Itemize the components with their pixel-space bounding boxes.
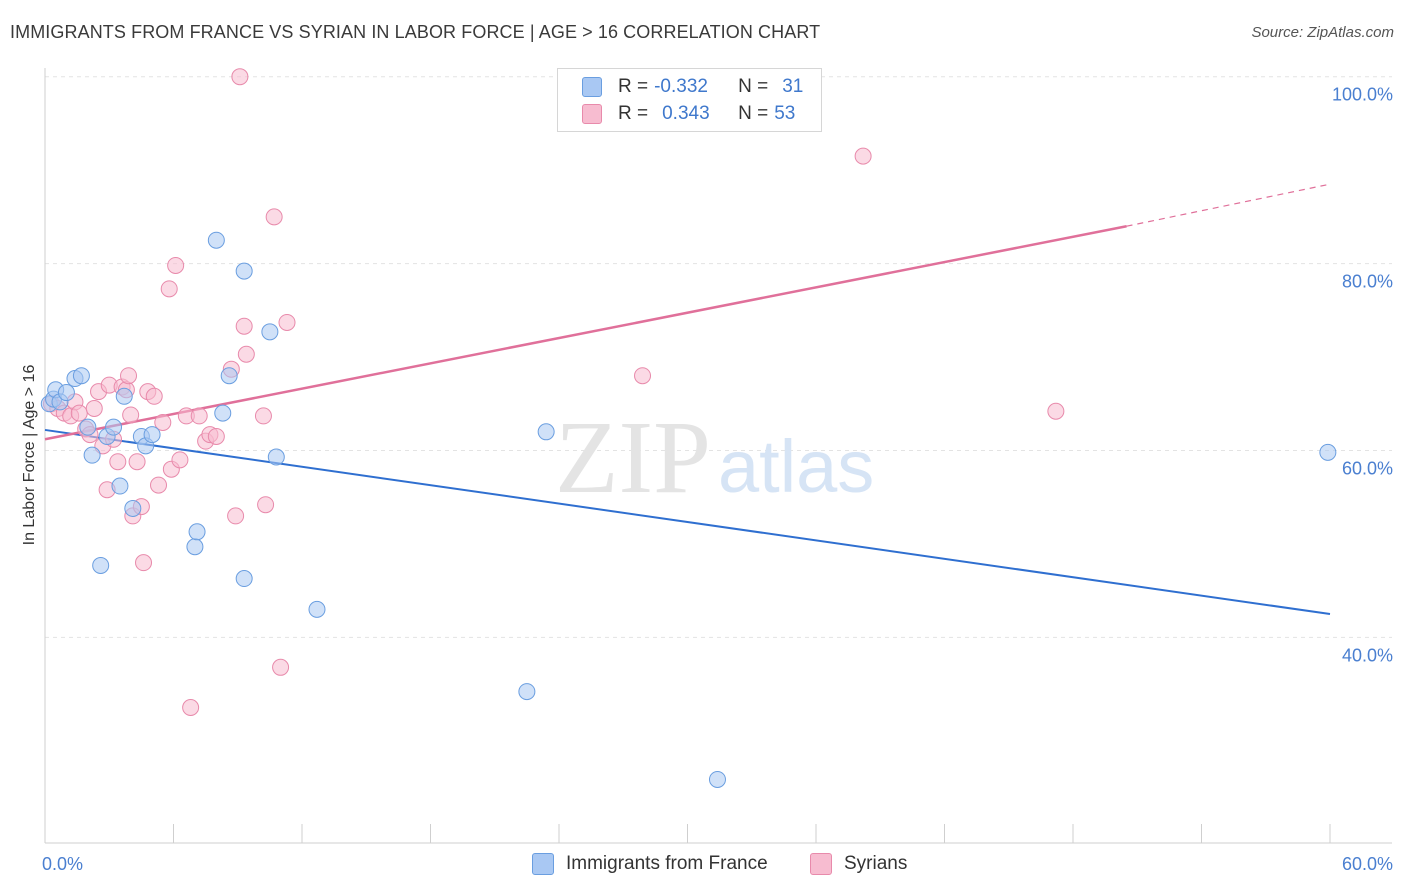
legend-r-label: R = — [618, 76, 649, 97]
data-point-france — [72, 367, 90, 385]
watermark-zip: ZIP — [555, 400, 711, 515]
chart-title: IMMIGRANTS FROM FRANCE VS SYRIAN IN LABO… — [10, 22, 821, 42]
data-point-france — [220, 367, 238, 385]
grid-lines — [45, 76, 1392, 638]
data-point-france — [57, 384, 75, 402]
legend-r-value: 0.343 — [662, 103, 710, 124]
legend-r-value: -0.332 — [654, 76, 708, 97]
data-point-france — [79, 418, 97, 436]
data-point-france — [105, 418, 123, 436]
data-point-france — [235, 570, 253, 588]
data-point-france — [111, 477, 129, 495]
trend-lines — [44, 183, 1331, 616]
data-point-syrians — [182, 698, 200, 716]
data-point-syrians — [109, 453, 127, 471]
x-tick-label: 0.0% — [42, 854, 83, 874]
data-point-syrians — [85, 399, 103, 417]
legend-swatch-france — [582, 77, 602, 97]
trend-line-syrians — [44, 224, 1127, 441]
data-point-france — [518, 683, 536, 701]
y-tick-label: 40.0% — [1342, 645, 1393, 665]
legend-item-syrians: Syrians — [810, 851, 907, 877]
data-points — [40, 68, 1337, 788]
data-point-syrians — [171, 451, 189, 469]
data-point-syrians — [854, 147, 872, 165]
data-point-syrians — [207, 427, 225, 445]
data-point-france — [188, 523, 206, 541]
data-point-france — [115, 387, 133, 405]
legend-item-france: Immigrants from France — [532, 851, 768, 877]
data-point-syrians — [1047, 402, 1065, 420]
data-point-syrians — [70, 404, 88, 422]
trend-line-france — [44, 428, 1331, 616]
data-point-syrians — [634, 367, 652, 385]
data-point-france — [207, 231, 225, 249]
data-point-syrians — [145, 387, 163, 405]
data-point-france — [308, 600, 326, 618]
data-point-france — [124, 499, 142, 517]
legend-row-france: R = -0.332 N = 31 — [582, 74, 803, 100]
data-point-syrians — [150, 476, 168, 494]
legend-swatch-syrians — [582, 104, 602, 124]
data-point-france — [143, 426, 161, 444]
axes — [44, 68, 1392, 844]
data-point-france — [186, 538, 204, 556]
data-point-syrians — [235, 317, 253, 335]
data-point-france — [92, 556, 110, 574]
watermark-atlas: atlas — [718, 425, 874, 508]
legend-n-value: 31 — [782, 76, 804, 97]
data-point-syrians — [254, 407, 272, 425]
data-point-syrians — [190, 407, 208, 425]
data-point-syrians — [128, 453, 146, 471]
data-point-syrians — [135, 554, 153, 572]
data-point-syrians — [167, 256, 185, 274]
y-tick-label: 60.0% — [1342, 459, 1393, 479]
data-point-france — [267, 448, 285, 466]
source-label: Source: ZipAtlas.com — [1251, 24, 1394, 41]
y-axis-label: In Labor Force | Age > 16 — [21, 365, 38, 546]
data-point-france — [214, 404, 232, 422]
data-point-syrians — [257, 496, 275, 514]
y-tick-label: 80.0% — [1342, 272, 1393, 292]
data-point-syrians — [231, 68, 249, 86]
legend-n-value: 53 — [774, 103, 796, 124]
data-point-syrians — [120, 367, 138, 385]
data-point-syrians — [154, 413, 172, 431]
legend-row-syrians: R = 0.343 N = 53 — [582, 101, 795, 127]
data-point-syrians — [160, 280, 178, 298]
data-point-france — [537, 423, 555, 441]
x-tick-label: 60.0% — [1342, 854, 1393, 874]
data-point-syrians — [278, 313, 296, 331]
trend-line-syrians-extension — [1126, 183, 1331, 227]
y-tick-label: 100.0% — [1332, 85, 1393, 105]
legend-n-label: N = — [738, 103, 769, 124]
data-point-syrians — [237, 345, 255, 363]
data-point-france — [708, 770, 726, 788]
legend-swatch-france — [532, 853, 554, 875]
data-point-syrians — [272, 658, 290, 676]
legend-n-label: N = — [738, 76, 769, 97]
data-point-france — [1319, 443, 1337, 461]
legend-swatch-syrians — [810, 853, 832, 875]
data-point-france — [83, 446, 101, 464]
data-point-france — [235, 262, 253, 280]
legend-label-syrians: Syrians — [844, 853, 908, 874]
correlation-legend: R = -0.332 N = 31 R = 0.343 N = 53 — [557, 68, 822, 132]
legend-r-label: R = — [618, 103, 649, 124]
legend-label-france: Immigrants from France — [566, 853, 768, 874]
data-point-syrians — [227, 507, 245, 525]
data-point-syrians — [122, 406, 140, 424]
tick-labels: 40.0% 60.0% 80.0% 100.0% 0.0% 60.0% — [42, 85, 1393, 874]
data-point-france — [261, 323, 279, 341]
data-point-syrians — [265, 208, 283, 226]
